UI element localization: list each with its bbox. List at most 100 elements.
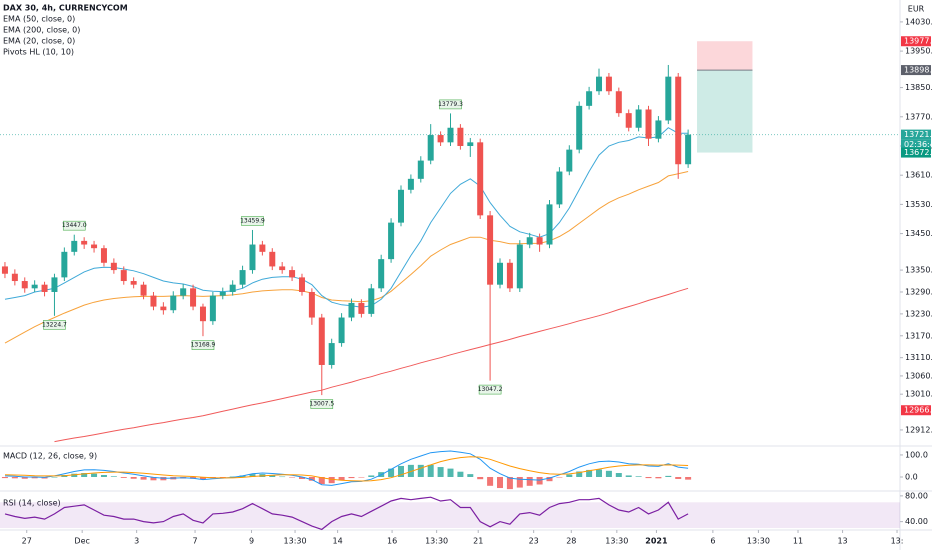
macd-bar [199,476,206,480]
candle-body [625,113,632,128]
macd-bar [447,468,454,477]
macd-bar [526,476,533,486]
y-tick-label: 13770.0 [905,112,932,121]
macd-bar [675,476,682,479]
price-label-bg [901,405,931,416]
candle-body [467,142,474,146]
macd-bar [685,476,692,480]
candle-body [487,215,494,285]
macd-bar [150,476,157,481]
macd-bar [645,476,652,479]
pivot-box [439,99,462,110]
macd-bar [249,474,256,477]
candle-body [31,284,38,289]
pivot-label: 13459.9 [240,217,265,224]
pivot-label: 13224.7 [42,321,67,328]
candle-body [100,248,107,263]
candle-body [546,204,553,245]
candle-body [397,189,404,223]
candle-body [516,244,523,289]
candle-body [497,262,503,285]
macd-bar [100,475,107,477]
candle-body [417,160,424,179]
candle-body [269,251,276,267]
legend-entry: EMA (20, close, 0) [3,37,75,46]
pivot-box [191,340,215,350]
rsi-band [0,502,900,529]
candle-body [437,135,444,143]
pivot-box [478,384,502,395]
y-tick-label: 13350.0 [905,266,932,275]
macd-bar [586,469,593,477]
candle-body [358,302,365,314]
macd-bar [566,474,573,477]
candle-body [477,142,484,216]
y-tick-label: 13290.0 [905,287,932,296]
candle-body [279,266,286,271]
x-tick-label: 13 [837,537,847,546]
x-tick-label: 13:30 [284,537,307,546]
price-label: 13721.2 [904,130,932,139]
candle-body [605,76,612,92]
candle-body [665,76,672,121]
candle-body [170,295,177,311]
candle-body [457,127,464,146]
macd-bar [576,471,583,477]
legend-entry: Pivots HL (10, 10) [3,48,74,57]
macd-bar [21,476,28,479]
macd-bar [328,476,335,484]
rsi-title: RSI (14, close) [3,499,61,508]
signal-line [4,456,689,482]
macd-bar [219,476,226,478]
macd-bar [51,476,58,478]
x-tick-label: 2021 [645,537,668,546]
candle-body [239,270,246,285]
candle-body [378,259,385,289]
candle-body [685,134,692,165]
candle-body [190,288,197,307]
candle-body [140,284,147,296]
ema-line [4,127,689,308]
y-tick-label: 12912.0 [905,425,932,434]
candle-body [615,91,622,114]
macd-bar [140,476,147,480]
y-tick-label: 13170.0 [905,331,932,340]
chart-title: DAX 30, 4h, CURRENCYCOM [3,4,128,13]
macd-bar [81,473,88,477]
price-label-bg [901,129,931,140]
candle-body [61,251,68,278]
candle-body [675,76,682,165]
price-label: 13672.0 [904,148,932,157]
macd-bar [635,476,642,477]
candle-body [348,302,355,318]
macd-bar [110,476,117,477]
x-tick-label: 27 [22,537,32,546]
candle-body [556,171,563,205]
candle-body [249,244,256,271]
y-tick-label: 13610.0 [905,171,932,180]
macd-bar [368,475,375,477]
x-tick-label: 13:30 [425,537,448,546]
x-tick-label: 3 [134,537,139,546]
y-tick-label: 13060.0 [905,371,932,380]
candle-body [655,120,662,139]
legend-entry: EMA (50, close, 0) [3,15,75,24]
target-zone [697,70,753,153]
x-tick-label: Dec [74,537,89,546]
candle-body [11,273,18,282]
candle-body [447,127,454,143]
y-tick-label: 40.00 [905,517,928,526]
pivot-label: 13007.5 [309,401,334,408]
macd-bar [71,473,78,477]
macd-bar [31,476,38,479]
candle-body [566,149,573,172]
macd-title: MACD (12, 26, close, 9) [3,452,97,461]
macd-bar [546,476,553,482]
macd-bar [229,476,236,478]
candle-body [427,135,434,161]
x-tick-label: 13:30 [747,537,770,546]
legend: DAX 30, 4h, CURRENCYCOM EMA (50, close, … [3,4,128,508]
macd-bar [516,476,523,488]
candle-body [645,109,652,139]
